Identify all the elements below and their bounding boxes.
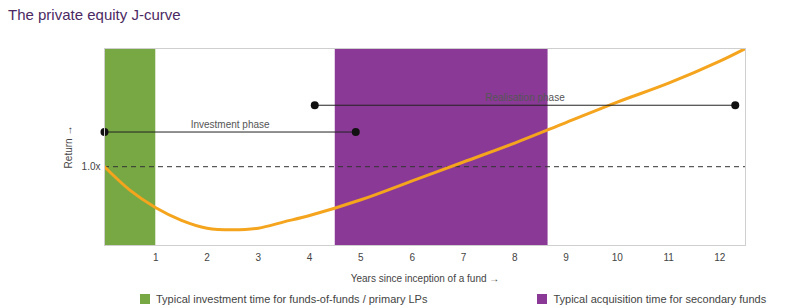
svg-text:4: 4 [307,252,313,263]
svg-text:10: 10 [612,252,624,263]
svg-text:7: 7 [461,252,467,263]
svg-text:5: 5 [358,252,364,263]
svg-text:1: 1 [153,252,159,263]
html-text:Typical acquisition time for s: Typical acquisition time for secondary f… [553,293,767,305]
svg-text:2: 2 [204,252,210,263]
svg-text:Realisation phase: Realisation phase [485,92,565,103]
svg-text:Return →: Return → [63,126,74,169]
svg-text:12: 12 [714,252,726,263]
svg-text:3: 3 [256,252,262,263]
svg-text:9: 9 [563,252,569,263]
svg-text:6: 6 [409,252,415,263]
svg-text:11: 11 [663,252,674,263]
svg-text:Investment phase: Investment phase [191,119,270,130]
svg-text:1.0x: 1.0x [82,161,101,172]
html-text:Typical investment time for fu: Typical investment time for funds-of-fun… [156,293,428,305]
html-text:The private equity J-curve: The private equity J-curve [8,6,181,23]
svg-text:8: 8 [512,252,518,263]
svg-text:Years since inception of a fun: Years since inception of a fund → [351,273,500,284]
